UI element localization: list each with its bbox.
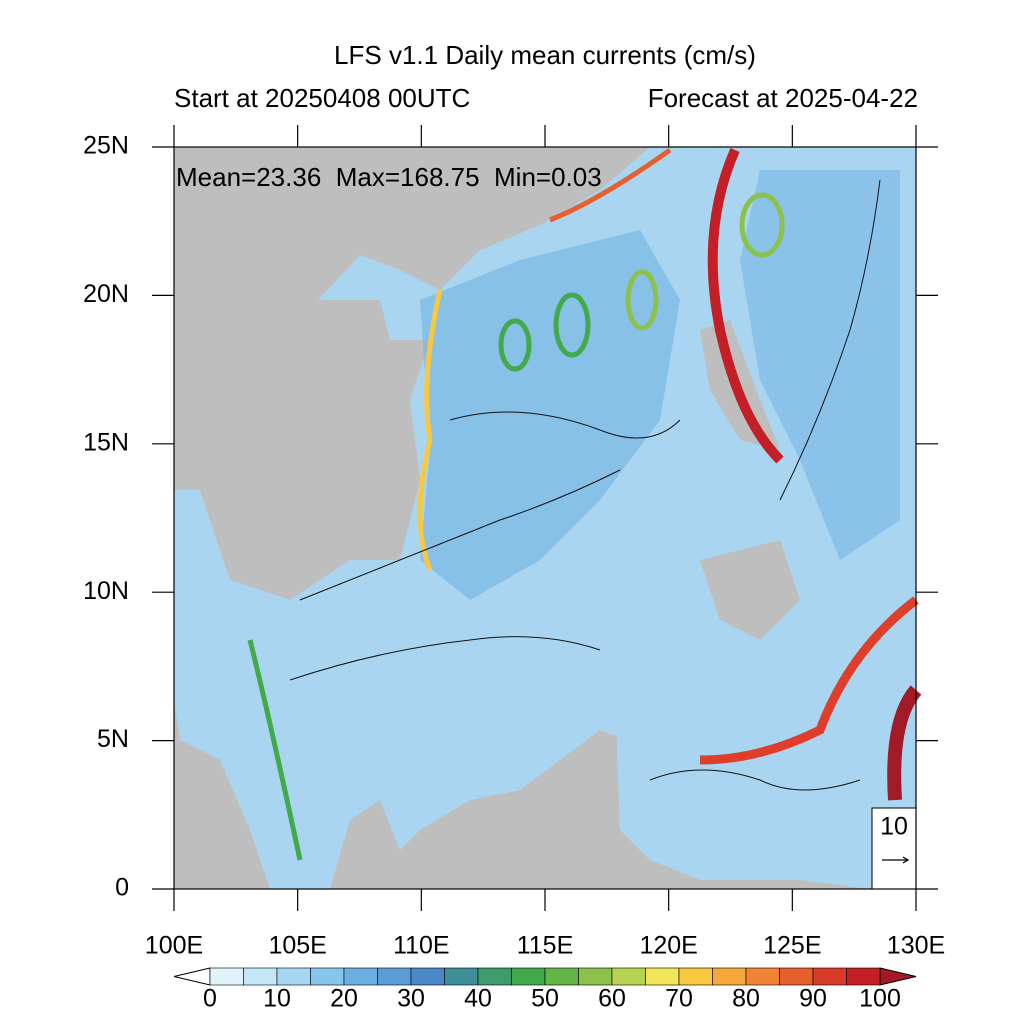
subtitle-left: Start at 20250408 00UTC: [174, 83, 470, 113]
colorbar-box: [310, 967, 345, 986]
streamline: [299, 469, 621, 601]
colorbar-tick-label: 10: [263, 985, 291, 1013]
colorbar-box: [645, 967, 680, 986]
eddy: [739, 192, 785, 258]
colorbar-box: [846, 967, 881, 986]
colorbar-box: [444, 967, 479, 986]
colorbar-box: [209, 967, 244, 986]
y-tick-label: 20N: [83, 280, 129, 308]
colorbar-box: [611, 967, 646, 986]
map-field: 10: [174, 147, 922, 890]
x-tick-label: 115E: [517, 932, 574, 960]
colorbar-box: [812, 967, 847, 986]
colorbar-tick-label: 70: [665, 985, 693, 1013]
colorbar-tick-label: 50: [531, 985, 559, 1013]
x-tick-label: 130E: [887, 932, 945, 960]
streamline: [649, 769, 861, 791]
colorbar-tick-label: 40: [464, 985, 492, 1013]
current: [699, 596, 919, 765]
eddy: [625, 269, 659, 331]
x-tick-label: 100E: [145, 932, 203, 960]
chart-title: LFS v1.1 Daily mean currents (cm/s): [334, 40, 756, 70]
colorbar-box: [477, 967, 512, 986]
x-tick-label: 120E: [639, 932, 697, 960]
colorbar-over: [879, 967, 917, 986]
x-tick-label: 105E: [268, 932, 326, 960]
eddy: [498, 318, 532, 372]
colorbar-box: [745, 967, 780, 986]
x-tick-label: 110E: [393, 932, 450, 960]
colorbar-box: [410, 967, 445, 986]
colorbar-tick-label: 0: [203, 985, 217, 1013]
colorbar-box: [544, 967, 579, 986]
current: [549, 147, 672, 223]
streamline: [779, 179, 881, 501]
y-tick-label: 25N: [83, 132, 129, 160]
current: [707, 147, 784, 464]
colorbar-tick-label: 60: [598, 985, 626, 1013]
colorbar-box: [779, 967, 814, 986]
colorbar-tick-label: 100: [859, 985, 901, 1013]
colorbar-tick-label: 80: [732, 985, 760, 1013]
reference-vector-label: 10: [880, 813, 908, 841]
y-tick-label: 10N: [83, 577, 129, 605]
streamline: [289, 636, 601, 681]
island: [700, 540, 800, 640]
eddy: [553, 292, 591, 358]
sea-shade: [420, 230, 680, 600]
current: [887, 685, 922, 801]
subtitle-right: Forecast at 2025-04-22: [648, 83, 918, 113]
current: [247, 639, 303, 861]
colorbar-box: [276, 967, 311, 986]
colorbar-box: [712, 967, 747, 986]
streamline: [449, 411, 681, 439]
current: [417, 289, 443, 571]
colorbar-box: [377, 967, 412, 986]
stats-annotation: Mean=23.36 Max=168.75 Min=0.03: [176, 162, 602, 192]
reference-vector-arrow: [902, 856, 910, 864]
colorbar-tick-label: 30: [397, 985, 425, 1013]
colorbar-tick-label: 90: [799, 985, 827, 1013]
y-tick-label: 0: [115, 874, 129, 902]
colorbar-tick-label: 20: [330, 985, 358, 1013]
sea-shade: [740, 170, 900, 560]
y-tick-label: 15N: [83, 428, 129, 456]
colorbar-box: [578, 967, 613, 986]
colorbar-box: [511, 967, 546, 986]
colorbar-box: [343, 967, 378, 986]
colorbar-box: [678, 967, 713, 986]
colorbar-box: [243, 967, 278, 986]
y-tick-label: 5N: [97, 725, 129, 753]
x-tick-label: 125E: [763, 932, 821, 960]
colorbar-under: [173, 967, 211, 986]
